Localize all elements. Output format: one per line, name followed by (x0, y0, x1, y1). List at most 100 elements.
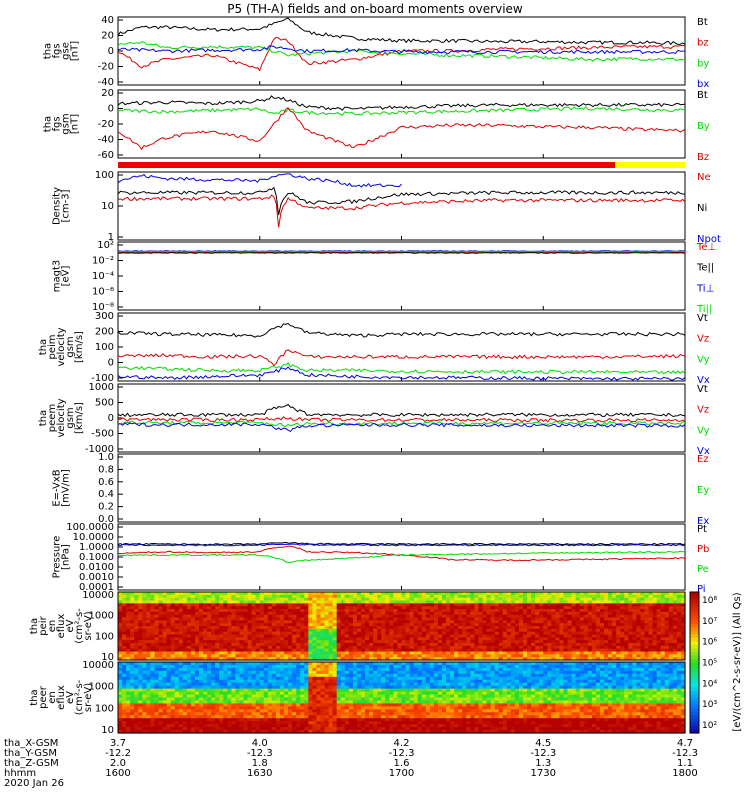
spectrogram-cell (340, 682, 346, 687)
spectrogram-cell (413, 597, 419, 602)
spectrogram-cell (672, 637, 678, 641)
spectrogram-cell (328, 724, 334, 728)
spectrogram-cell (632, 645, 637, 650)
spectrogram-cell (579, 648, 585, 653)
spectrogram-cell (118, 592, 123, 596)
spectrogram-cell (190, 617, 196, 621)
spectrogram-cell (377, 640, 382, 644)
spectrogram-cell (510, 645, 516, 650)
spectrogram-cell (304, 609, 309, 613)
spectrogram-cell (587, 626, 593, 630)
spectrogram-cell (247, 617, 253, 621)
spectrogram-cell (437, 606, 443, 610)
spectrogram-cell (255, 703, 261, 707)
spectrogram-cell (199, 623, 204, 627)
spectrogram-cell (417, 651, 423, 655)
spectrogram-cell (162, 645, 168, 650)
spectrogram-cell (328, 597, 334, 602)
spectrogram-cell (134, 682, 139, 687)
spectrogram-cell (219, 679, 224, 684)
spectrogram-cell (409, 634, 415, 638)
spectrogram-cell (636, 606, 642, 610)
spectrogram-cell (628, 611, 633, 616)
spectrogram-cell (243, 688, 249, 693)
spectrogram-cell (409, 606, 415, 610)
spectrogram-cell (316, 700, 322, 705)
spectrogram-cell (668, 634, 674, 638)
spectrogram-cell (644, 603, 650, 607)
spectrogram-cell (336, 721, 342, 725)
spectrogram-cell (336, 688, 342, 693)
spectrogram-cell (122, 712, 127, 716)
spectrogram-cell (437, 640, 443, 644)
spectrogram-cell (405, 626, 411, 630)
legend-Ey: Ey (697, 485, 709, 496)
spectrogram-cell (551, 645, 556, 650)
spectrogram-cell (134, 727, 139, 731)
spectrogram-cell (255, 730, 261, 734)
spectrogram-cell (656, 614, 662, 619)
spectrogram-cell (620, 600, 625, 604)
spectrogram-cell (231, 617, 237, 621)
spectrogram-cell (450, 611, 455, 616)
spectrogram-cell (454, 626, 459, 630)
spectrogram-cell (320, 594, 326, 599)
spectrogram-cell (612, 594, 617, 599)
spectrogram-cell (199, 614, 204, 619)
spectrogram-cell (381, 594, 386, 599)
spectrogram-cell (292, 721, 297, 725)
spectrogram-cell (328, 651, 334, 655)
spectrogram-cell (122, 606, 127, 610)
spectrogram-cell (535, 643, 540, 647)
spectrogram-cell (356, 631, 362, 636)
spectrogram-cell (442, 640, 447, 644)
spectrogram-cell (340, 662, 346, 666)
spectrogram-cell (194, 667, 200, 672)
spectrogram-cell (429, 648, 435, 653)
spectrogram-cell (563, 626, 569, 630)
spectrogram-cell (385, 617, 390, 621)
spectrogram-cell (223, 697, 228, 702)
spectrogram-cell (543, 600, 548, 604)
spectrogram-cell (190, 614, 196, 619)
spectrogram-cell (280, 626, 285, 630)
spectrogram-cell (676, 611, 682, 616)
spectrogram-cell (490, 617, 496, 621)
y-axis-label: tha (29, 689, 40, 705)
spectrogram-cell (199, 597, 204, 602)
spectrogram-cell (442, 617, 447, 621)
spectrogram-cell (186, 628, 192, 633)
y-tick-label: 0.0010 (79, 572, 114, 583)
spectrogram-cell (284, 676, 289, 681)
spectrogram-cell (122, 623, 127, 627)
spectrogram-cell (142, 631, 147, 636)
spectrogram-cell (583, 628, 589, 633)
spectrogram-cell (636, 628, 642, 633)
spectrogram-cell (280, 688, 285, 693)
spectrogram-cell (328, 721, 334, 725)
spectrogram-cell (162, 620, 168, 624)
spectrogram-cell (571, 634, 577, 638)
spectrogram-cell (247, 657, 253, 661)
spectrogram-cell (324, 614, 330, 619)
spectrogram-cell (231, 679, 237, 684)
spectrogram-cell (644, 620, 650, 624)
spectrogram-cell (336, 697, 342, 702)
spectrogram-cell (263, 685, 269, 690)
spectrogram-cell (527, 657, 532, 661)
spectrogram-cell (454, 600, 459, 604)
spectrogram-cell (340, 645, 346, 650)
spectrogram-cell (644, 648, 650, 653)
spectrogram-cell (288, 617, 293, 621)
spectrogram-cell (648, 623, 654, 627)
spectrogram-cell (215, 691, 220, 696)
spectrogram-cell (458, 620, 463, 624)
spectrogram-cell (591, 637, 597, 641)
spectrogram-cell (551, 648, 556, 653)
spectrogram-cell (130, 700, 135, 705)
spectrogram-cell (170, 592, 176, 596)
spectrogram-cell (296, 603, 301, 607)
spectrogram-cell (304, 594, 309, 599)
spectrogram-cell (154, 626, 160, 630)
spectrogram-cell (312, 631, 318, 636)
